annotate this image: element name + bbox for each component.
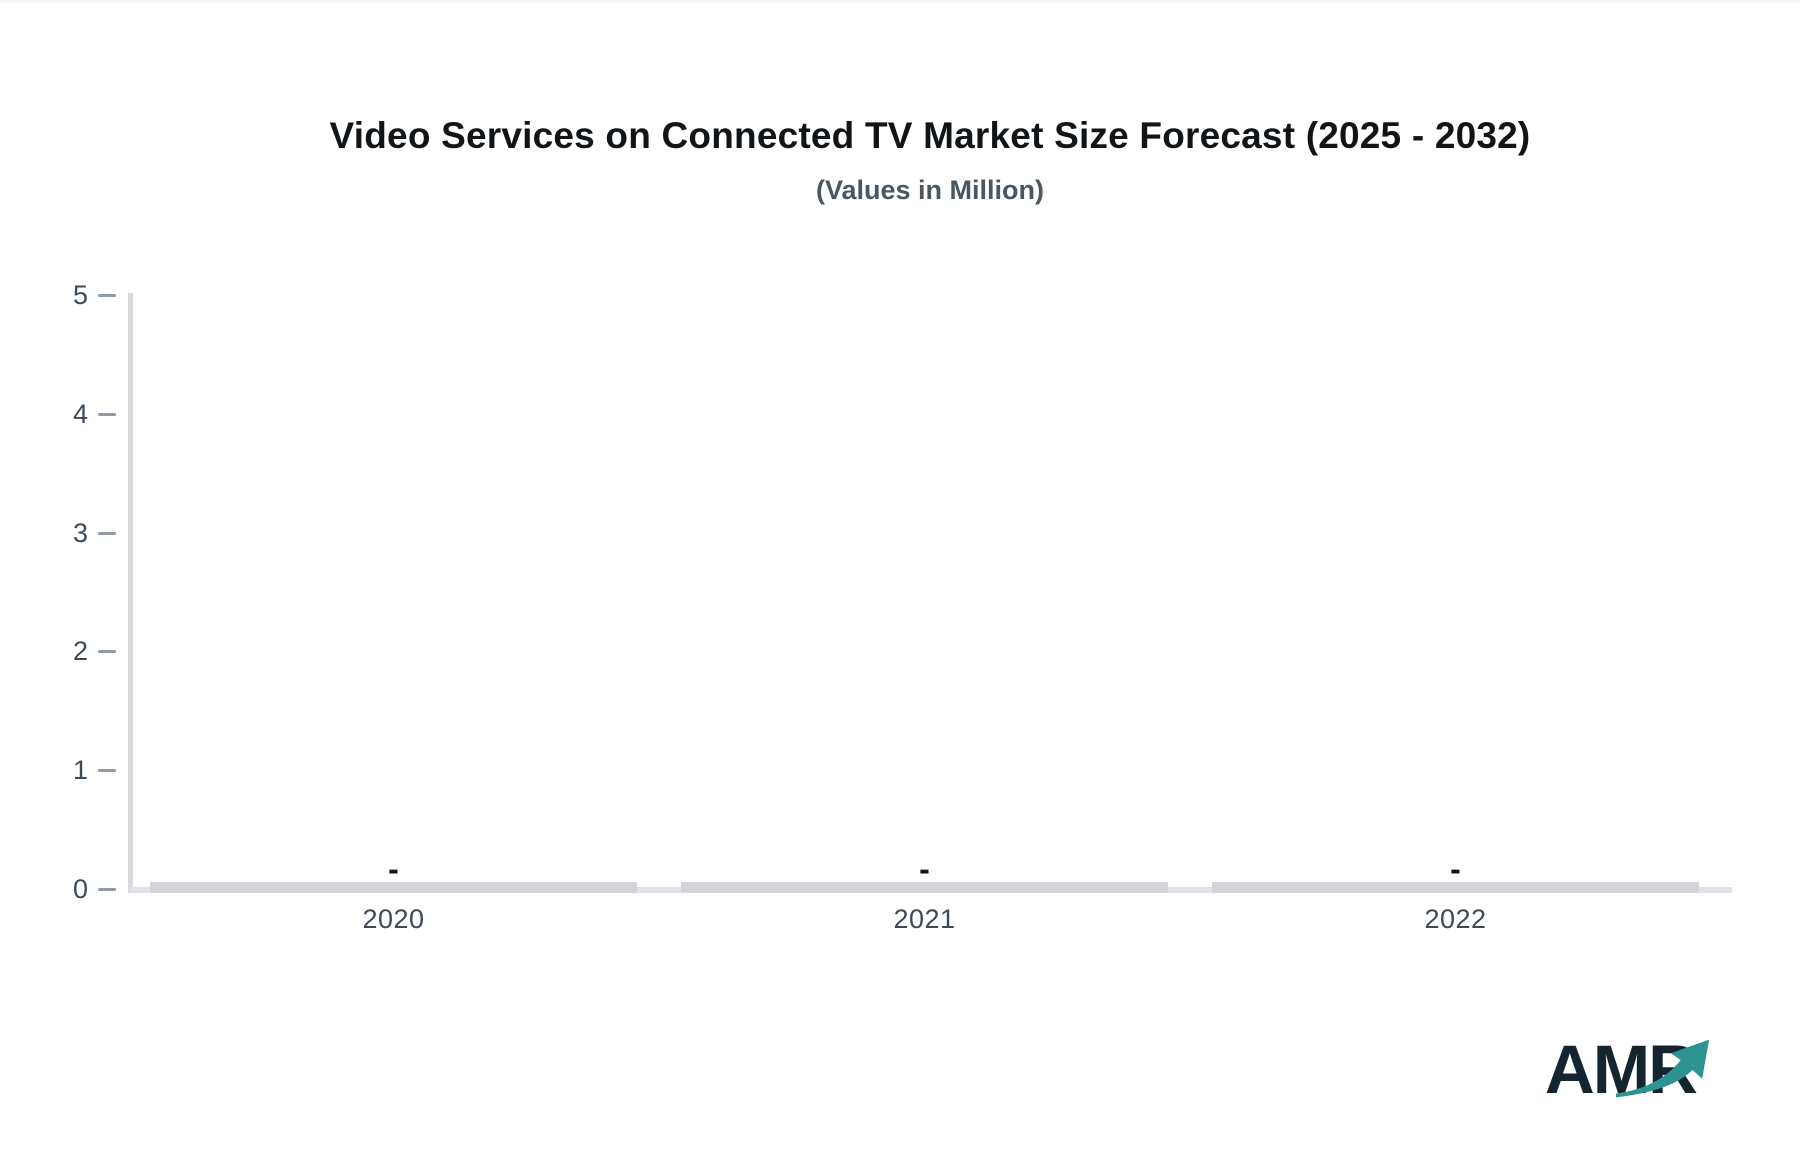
null-value-label: - [388,851,399,887]
x-axis-label: 2022 [1424,904,1487,934]
y-axis-line [128,293,133,893]
x-axis-label: 2020 [362,904,425,934]
chart-title: Video Services on Connected TV Market Si… [329,115,1531,156]
y-tick-mark [98,531,116,535]
y-tick-mark [98,294,116,297]
y-tick-mark [98,769,116,773]
y-tick-mark [98,888,116,891]
zero-bar [1212,882,1699,893]
y-tick-label: 1 [72,755,88,786]
null-value-label: - [919,851,930,887]
zero-bar [681,882,1168,893]
amr-logo: AMR [1545,1035,1710,1104]
trend-up-arrow-icon [1615,1039,1710,1098]
chart-canvas: Video Services on Connected TV Market Si… [0,3,1800,1156]
y-tick-mark [98,412,116,416]
y-tick-label: 4 [72,398,88,429]
y-tick-label: 0 [72,874,88,904]
y-tick-mark [98,650,116,654]
null-value-label: - [1450,851,1461,887]
y-tick-label: 3 [72,517,88,548]
chart-subtitle: (Values in Million) [815,175,1045,205]
zero-bar [150,882,637,893]
x-axis-label: 2021 [893,904,956,934]
y-tick-label: 2 [72,636,88,667]
y-tick-label: 5 [72,280,88,310]
